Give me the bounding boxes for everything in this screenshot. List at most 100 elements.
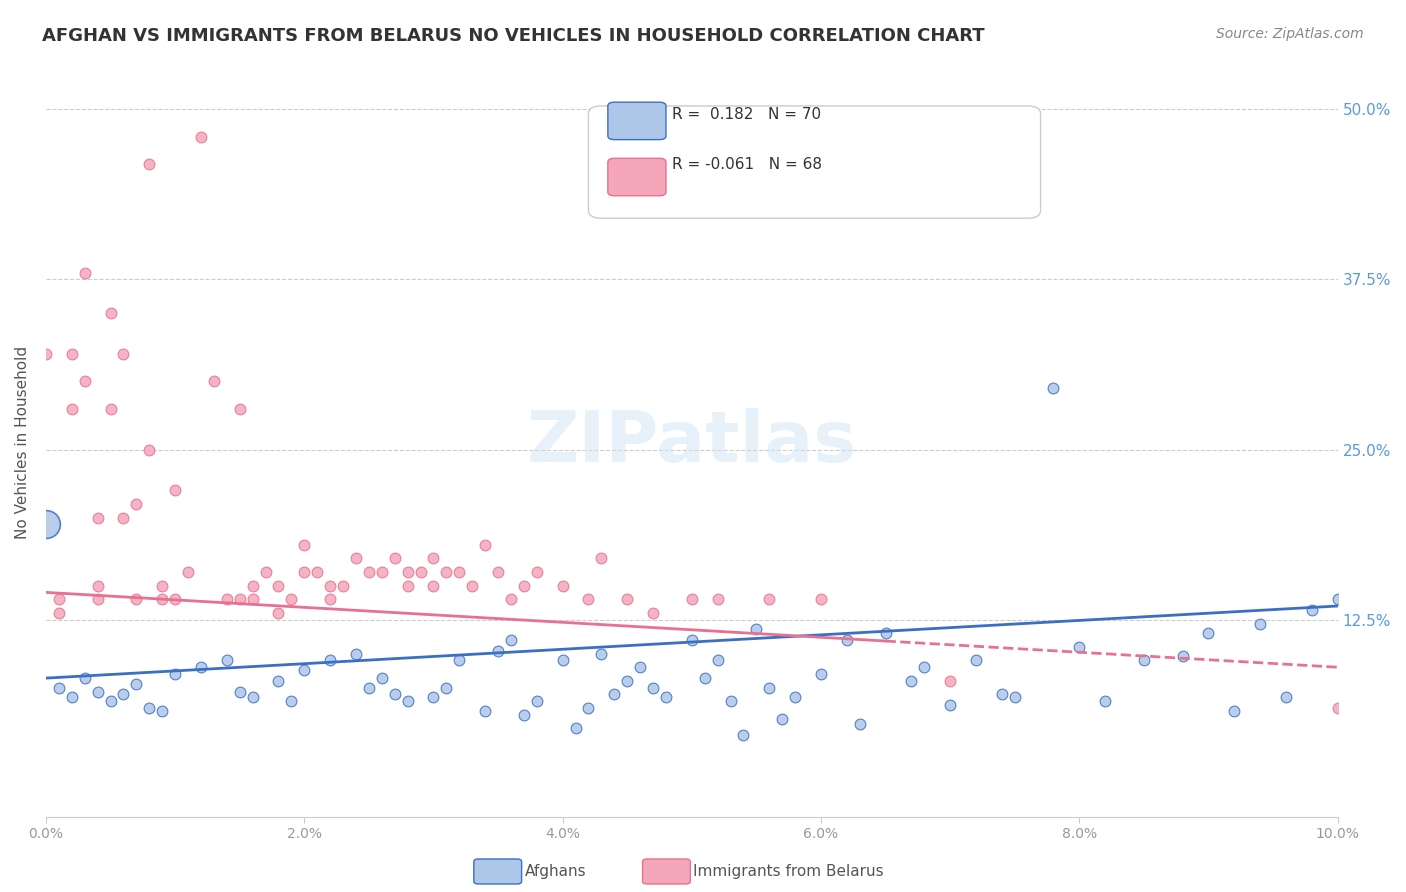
Point [344, 647, 367, 661]
Point [125, 497, 148, 511]
Point [125, 676, 148, 690]
Text: Source: ZipAtlas.com: Source: ZipAtlas.com [1216, 27, 1364, 41]
Point [422, 690, 444, 705]
Point [758, 592, 780, 607]
Text: Immigrants from Belarus: Immigrants from Belarus [693, 864, 884, 879]
Point [319, 578, 342, 592]
Point [1326, 701, 1348, 715]
Point [292, 565, 315, 579]
Point [150, 578, 173, 592]
Point [461, 578, 484, 592]
Point [280, 592, 302, 607]
Point [125, 592, 148, 607]
Point [177, 565, 200, 579]
Point [267, 578, 290, 592]
Point [48, 592, 70, 607]
Point [1004, 690, 1026, 705]
Point [73, 671, 96, 685]
Point [292, 538, 315, 552]
Point [939, 673, 962, 688]
Point [785, 690, 807, 705]
Point [991, 688, 1014, 702]
Point [1042, 381, 1064, 395]
Point [396, 578, 419, 592]
Point [422, 551, 444, 566]
Point [628, 660, 651, 674]
Point [706, 653, 728, 667]
Point [733, 728, 755, 742]
Point [86, 592, 108, 607]
Point [564, 722, 586, 736]
Point [1326, 592, 1348, 607]
Point [35, 347, 58, 361]
Point [100, 306, 122, 320]
Point [371, 565, 394, 579]
Text: ZIPatlas: ZIPatlas [527, 409, 856, 477]
Point [875, 626, 897, 640]
Point [513, 578, 536, 592]
Point [202, 375, 225, 389]
Point [449, 653, 471, 667]
Text: R = -0.061   N = 68: R = -0.061 N = 68 [672, 157, 823, 172]
Point [384, 551, 406, 566]
Point [616, 592, 638, 607]
Point [758, 681, 780, 695]
Point [1094, 694, 1116, 708]
Point [900, 673, 922, 688]
Point [486, 565, 509, 579]
Point [526, 694, 548, 708]
Point [1171, 649, 1194, 664]
Point [745, 622, 768, 636]
Point [150, 592, 173, 607]
Point [526, 565, 548, 579]
Point [60, 401, 83, 416]
Point [86, 510, 108, 524]
Point [228, 401, 250, 416]
Point [242, 690, 264, 705]
Point [228, 684, 250, 698]
Point [616, 673, 638, 688]
Point [228, 592, 250, 607]
Point [138, 701, 160, 715]
Point [190, 660, 212, 674]
Point [655, 690, 678, 705]
Point [551, 578, 574, 592]
Point [150, 704, 173, 718]
Point [86, 578, 108, 592]
Point [770, 712, 793, 726]
Point [965, 653, 987, 667]
Point [1069, 640, 1091, 654]
Point [1133, 653, 1156, 667]
Point [591, 551, 613, 566]
Point [215, 592, 238, 607]
Point [603, 688, 626, 702]
Point [810, 667, 832, 681]
Point [48, 606, 70, 620]
Text: AFGHAN VS IMMIGRANTS FROM BELARUS NO VEHICLES IN HOUSEHOLD CORRELATION CHART: AFGHAN VS IMMIGRANTS FROM BELARUS NO VEH… [42, 27, 984, 45]
Point [693, 671, 716, 685]
Point [86, 684, 108, 698]
Point [578, 701, 600, 715]
FancyBboxPatch shape [589, 106, 1040, 219]
Point [810, 592, 832, 607]
Point [499, 633, 522, 648]
Point [939, 698, 962, 713]
Point [720, 694, 742, 708]
Point [422, 578, 444, 592]
Point [332, 578, 354, 592]
Point [1249, 616, 1271, 631]
Point [434, 565, 457, 579]
Point [165, 592, 187, 607]
Point [499, 592, 522, 607]
Point [267, 673, 290, 688]
Point [165, 667, 187, 681]
Point [307, 565, 329, 579]
Point [319, 653, 342, 667]
Point [396, 565, 419, 579]
Y-axis label: No Vehicles in Household: No Vehicles in Household [15, 346, 30, 540]
Point [280, 694, 302, 708]
Point [1301, 603, 1323, 617]
Point [641, 681, 664, 695]
Point [319, 592, 342, 607]
Point [357, 681, 380, 695]
